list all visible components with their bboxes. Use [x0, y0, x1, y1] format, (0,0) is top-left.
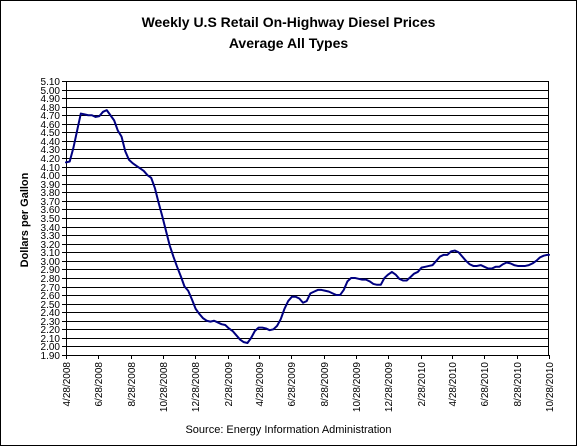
y-tick-label: 2.40 [41, 308, 61, 319]
x-tick-label: 6/28/2009 [287, 362, 298, 407]
x-tick-label: 4/28/2010 [448, 362, 459, 407]
chart-subtitle-text: Average All Types [228, 35, 349, 51]
y-tick-label: 4.00 [41, 171, 61, 182]
x-tick-label: 4/28/2009 [255, 362, 266, 407]
chart-title: Weekly U.S Retail On-Highway Diesel Pric… [0, 12, 577, 54]
axes [62, 81, 550, 359]
y-tick-label: 2.20 [41, 325, 61, 336]
x-tick-label: 8/28/2009 [320, 362, 331, 407]
y-tick-label: 5.10 [41, 77, 61, 88]
y-tick-label: 4.80 [41, 103, 61, 114]
y-tick-label: 2.60 [41, 291, 61, 302]
y-tick-label: 2.10 [41, 334, 61, 345]
x-tick-label: 12/28/2009 [384, 362, 395, 412]
x-tick-label: 8/28/2010 [513, 362, 524, 407]
x-tick-label: 6/28/2010 [480, 362, 491, 407]
y-tick-label: 2.70 [41, 283, 61, 294]
source-note: Source: Energy Information Administratio… [185, 424, 392, 436]
y-tick-label: 3.50 [41, 214, 61, 225]
y-tick-label: 3.70 [41, 197, 61, 208]
tick-labels: 1.902.002.102.202.302.402.502.602.702.80… [41, 77, 556, 412]
y-tick-label: 4.40 [41, 137, 61, 148]
y-tick-label: 3.30 [41, 231, 61, 242]
chart-title-text: Weekly U.S Retail On-Highway Diesel Pric… [141, 14, 436, 30]
y-tick-label: 3.20 [41, 240, 61, 251]
y-tick-label: 3.90 [41, 180, 61, 191]
y-tick-label: 2.30 [41, 317, 61, 328]
y-tick-label: 2.50 [41, 300, 61, 311]
y-tick-label: 4.70 [41, 111, 61, 122]
x-tick-label: 10/28/2009 [352, 362, 363, 412]
y-tick-label: 3.60 [41, 205, 61, 216]
y-tick-label: 4.30 [41, 145, 61, 156]
y-tick-label: 3.40 [41, 223, 61, 234]
x-tick-label: 2/28/2010 [417, 362, 428, 407]
y-axis-label: Dollars per Gallon [19, 172, 31, 267]
x-tick-label: 6/28/2008 [94, 362, 105, 407]
y-tick-label: 3.00 [41, 257, 61, 268]
x-tick-label: 10/28/2008 [159, 362, 170, 412]
y-tick-label: 3.80 [41, 188, 61, 199]
x-tick-label: 12/28/2008 [191, 362, 202, 412]
x-tick-label: 8/28/2008 [127, 362, 138, 407]
y-tick-label: 2.80 [41, 274, 61, 285]
y-tick-label: 4.90 [41, 94, 61, 105]
y-tick-label: 3.10 [41, 248, 61, 259]
x-tick-label: 10/28/2010 [545, 362, 556, 412]
gridlines [66, 81, 549, 356]
series [65, 109, 550, 345]
x-tick-label: 4/28/2008 [62, 362, 73, 407]
price-series-line [65, 109, 550, 345]
y-tick-label: 4.50 [41, 128, 61, 139]
y-tick-label: 1.90 [41, 351, 61, 362]
y-tick-label: 2.90 [41, 265, 61, 276]
y-tick-label: 4.10 [41, 163, 61, 174]
y-tick-label: 4.20 [41, 154, 61, 165]
y-tick-label: 4.60 [41, 120, 61, 131]
y-tick-label: 2.00 [41, 342, 61, 353]
y-tick-label: 5.00 [41, 86, 61, 97]
x-tick-label: 2/28/2009 [224, 362, 235, 407]
